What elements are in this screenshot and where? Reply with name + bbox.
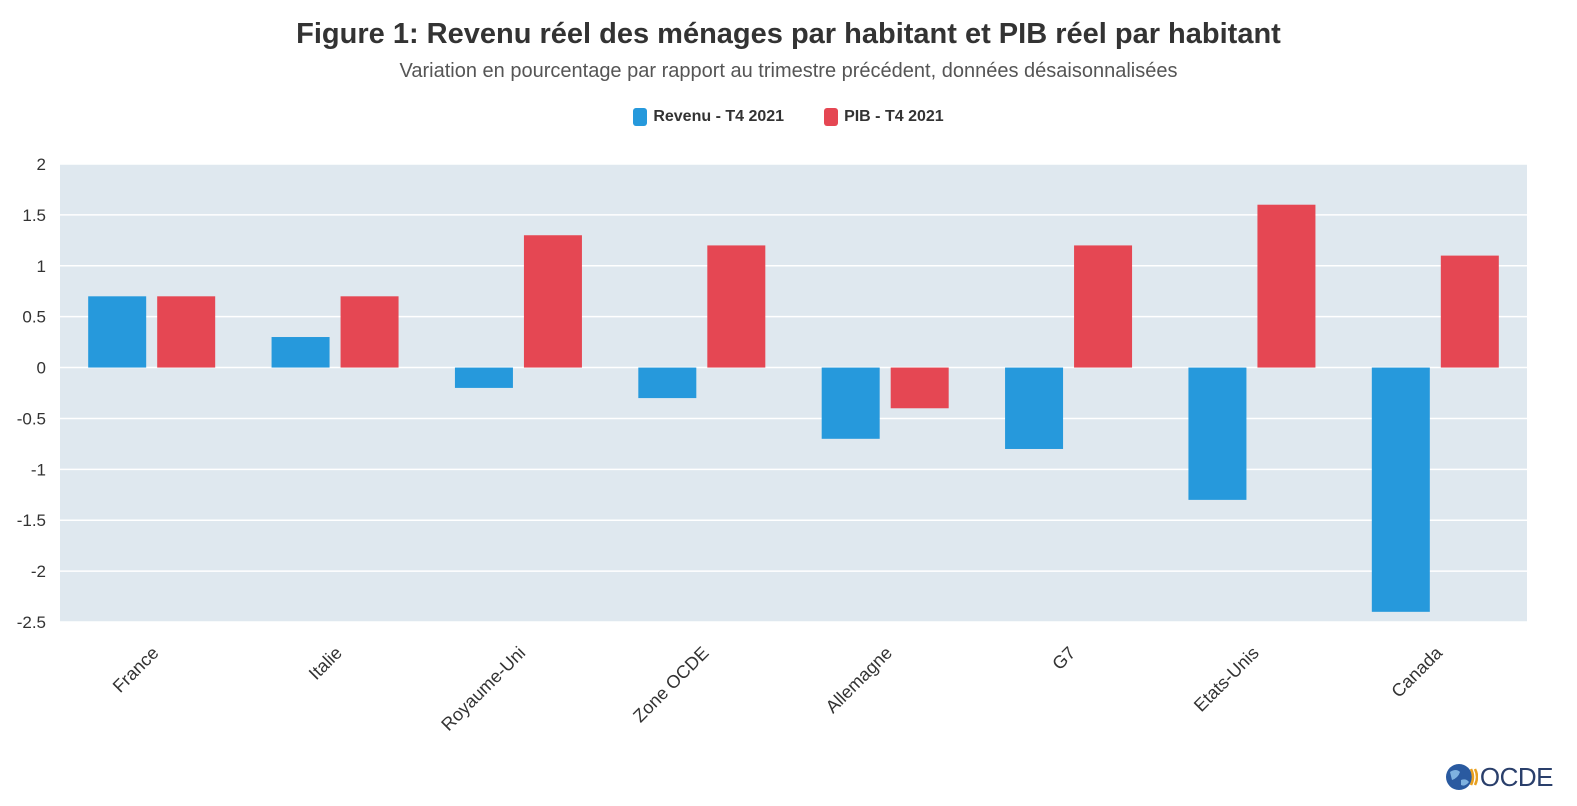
bar-pib[interactable] (1440, 255, 1499, 368)
ocde-logo: OCDE (1444, 760, 1554, 794)
bar-pib[interactable] (890, 367, 949, 409)
legend-label-pib: PIB - T4 2021 (844, 108, 944, 125)
bar-pib[interactable] (707, 245, 766, 368)
x-tick-label: Allemagne (822, 643, 896, 717)
x-tick-label: Zone OCDE (629, 643, 712, 726)
y-tick-label: -2.5 (17, 613, 46, 632)
y-tick-label: 2 (37, 155, 46, 174)
x-tick-label: France (109, 643, 163, 697)
logo-text: OCDE (1479, 761, 1554, 792)
x-tick-label: Canada (1387, 642, 1446, 701)
globe-icon (1445, 764, 1478, 790)
bar-pib[interactable] (1074, 245, 1133, 368)
bar-revenu[interactable] (1005, 367, 1064, 449)
legend-item-revenu[interactable]: Revenu - T4 2021 (633, 108, 784, 126)
y-tick-label: 0.5 (22, 308, 46, 327)
legend-item-pib[interactable]: PIB - T4 2021 (824, 108, 944, 126)
chart-title: Figure 1: Revenu réel des ménages par ha… (296, 18, 1281, 50)
y-tick-label: -2 (31, 562, 46, 581)
x-tick-label: G7 (1048, 643, 1079, 674)
bar-revenu[interactable] (454, 367, 513, 388)
y-tick-label: 1 (37, 257, 46, 276)
y-tick-label: 1.5 (22, 206, 46, 225)
x-tick-label: Royaume-Uni (437, 643, 529, 735)
legend-swatch-pib (824, 108, 839, 126)
legend: Revenu - T4 2021 PIB - T4 2021 (0, 108, 1577, 126)
bar-pib[interactable] (340, 296, 399, 368)
legend-swatch-revenu (633, 108, 648, 126)
bar-pib[interactable] (1257, 204, 1316, 368)
y-tick-label: 0 (37, 359, 46, 378)
bar-pib[interactable] (523, 235, 582, 368)
x-tick-label: Italie (305, 643, 346, 684)
bar-revenu[interactable] (1188, 367, 1247, 500)
bar-revenu[interactable] (638, 367, 697, 399)
bar-pib[interactable] (157, 296, 216, 368)
y-tick-label: -1 (31, 460, 46, 479)
bar-revenu[interactable] (271, 337, 330, 368)
bar-revenu[interactable] (821, 367, 880, 439)
chart-subtitle: Variation en pourcentage par rapport au … (399, 60, 1178, 82)
bar-revenu[interactable] (88, 296, 147, 368)
legend-label-revenu: Revenu - T4 2021 (653, 108, 785, 125)
y-tick-label: -1.5 (17, 511, 46, 530)
bar-revenu[interactable] (1371, 367, 1430, 612)
y-tick-label: -0.5 (17, 409, 46, 428)
x-tick-label: Etats-Unis (1190, 643, 1263, 716)
